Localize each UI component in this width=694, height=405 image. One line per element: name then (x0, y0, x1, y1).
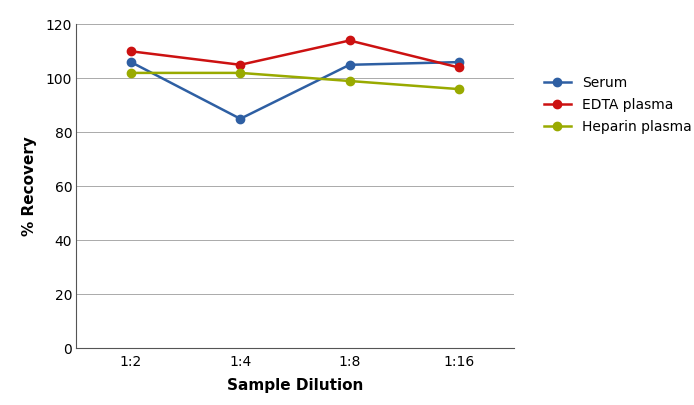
EDTA plasma (346, 38, 354, 43)
Heparin plasma (127, 70, 135, 75)
X-axis label: Sample Dilution: Sample Dilution (227, 377, 363, 392)
Serum (455, 60, 463, 64)
Legend: Serum, EDTA plasma, Heparin plasma: Serum, EDTA plasma, Heparin plasma (538, 70, 694, 140)
Line: Serum: Serum (127, 58, 463, 123)
Line: Heparin plasma: Heparin plasma (127, 69, 463, 93)
EDTA plasma (236, 62, 244, 67)
EDTA plasma (455, 65, 463, 70)
EDTA plasma (127, 49, 135, 54)
Serum (236, 116, 244, 121)
Heparin plasma (346, 79, 354, 83)
Heparin plasma (455, 87, 463, 92)
Serum (127, 60, 135, 64)
Serum (346, 62, 354, 67)
Line: EDTA plasma: EDTA plasma (127, 36, 463, 72)
Y-axis label: % Recovery: % Recovery (22, 136, 37, 236)
Heparin plasma (236, 70, 244, 75)
